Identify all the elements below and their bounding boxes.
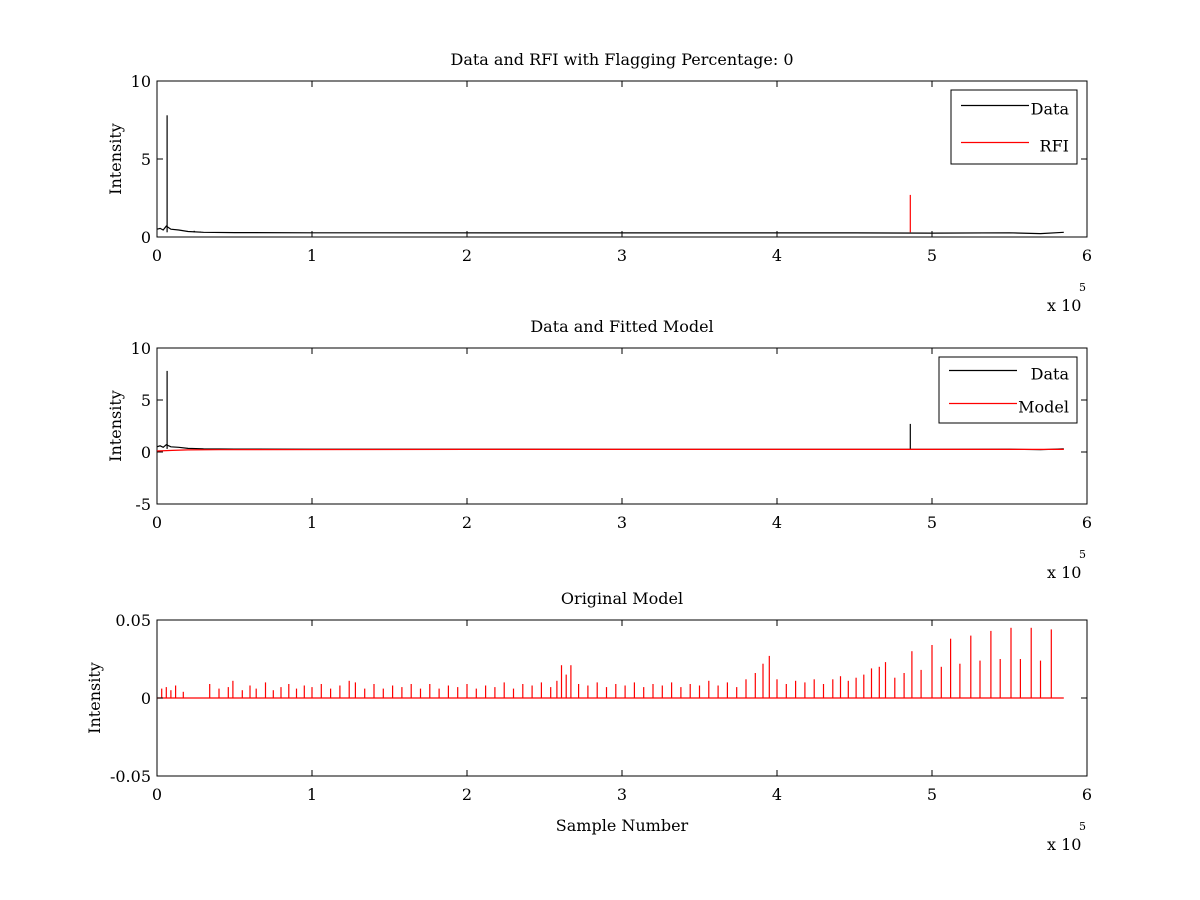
- x-exponent-power: 5: [1079, 548, 1086, 561]
- plot-area: [157, 115, 1064, 235]
- legend-entry: RFI: [1040, 137, 1069, 156]
- x-tick-label: 0: [152, 246, 162, 265]
- series-line: [157, 225, 1064, 235]
- chart-title: Original Model: [561, 589, 683, 608]
- x-tick-label: 0: [152, 513, 162, 532]
- x-tick-label: 1: [307, 513, 317, 532]
- x-tick-label: 4: [772, 785, 782, 804]
- x-tick-label: 2: [462, 785, 472, 804]
- y-tick-label: 5: [141, 391, 151, 410]
- y-tick-label: 5: [141, 150, 151, 169]
- y-tick-label: 10: [131, 72, 151, 91]
- x-tick-label: 1: [307, 785, 317, 804]
- x-tick-label: 5: [927, 246, 937, 265]
- legend-entry: Data: [1031, 365, 1070, 384]
- x-tick-label: 5: [927, 785, 937, 804]
- y-tick-label: 0: [141, 689, 151, 708]
- x-tick-label: 5: [927, 513, 937, 532]
- y-axis-label: Intensity: [85, 662, 104, 734]
- plot-area: [157, 370, 1064, 452]
- chart-title: Data and Fitted Model: [530, 317, 713, 336]
- x-axis-label: Sample Number: [556, 816, 689, 835]
- legend-box: [938, 356, 1078, 424]
- y-tick-label: 0: [141, 228, 151, 247]
- series-model: [157, 448, 1064, 452]
- series-data: [157, 115, 1064, 235]
- x-exponent-power: 5: [1079, 820, 1086, 833]
- plot-area: [157, 627, 1064, 699]
- axes-box: [156, 80, 1088, 238]
- x-tick-label: 3: [617, 513, 627, 532]
- y-tick-label: -5: [135, 495, 151, 514]
- axes-box: [156, 347, 1088, 505]
- legend-entry: Data: [1031, 100, 1070, 119]
- y-tick-label: 10: [131, 339, 151, 358]
- x-tick-label: 0: [152, 785, 162, 804]
- series-line: [157, 448, 1064, 452]
- x-tick-label: 6: [1082, 785, 1092, 804]
- legend-entry: Model: [1018, 398, 1069, 417]
- legend: Data Model: [938, 356, 1078, 424]
- legend: Data RFI: [950, 89, 1078, 165]
- x-tick-label: 2: [462, 246, 472, 265]
- series-model: [157, 627, 1064, 699]
- y-axis-label: Intensity: [106, 123, 125, 195]
- y-tick-label: 0: [141, 443, 151, 462]
- x-exponent-label: x 10: [1047, 563, 1081, 582]
- x-tick-label: 2: [462, 513, 472, 532]
- x-tick-label: 1: [307, 246, 317, 265]
- x-exponent-label: x 10: [1047, 835, 1081, 854]
- x-exponent-power: 5: [1079, 281, 1086, 294]
- x-tick-label: 3: [617, 785, 627, 804]
- x-exponent-label: x 10: [1047, 296, 1081, 315]
- x-tick-label: 3: [617, 246, 627, 265]
- x-tick-label: 4: [772, 513, 782, 532]
- subplot-1: 0 1 2 3 4 5 6 0 5 10 x 10 5 Data and RFI with Flaggi…: [106, 50, 1092, 315]
- y-tick-label: 0.05: [115, 611, 151, 630]
- x-tick-label: 4: [772, 246, 782, 265]
- x-tick-label: 6: [1082, 513, 1092, 532]
- y-axis-label: Intensity: [106, 390, 125, 462]
- y-tick-label: -0.05: [110, 767, 151, 786]
- legend-box: [950, 89, 1078, 165]
- x-tick-label: 6: [1082, 246, 1092, 265]
- chart-title: Data and RFI with Flagging Percentage: 0: [450, 50, 793, 69]
